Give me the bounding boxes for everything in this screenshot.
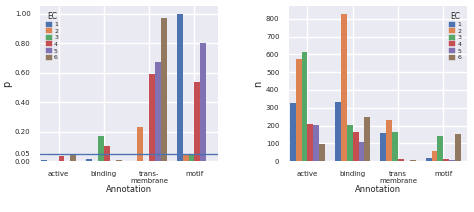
Bar bbox=[313, 125, 319, 161]
Bar bbox=[177, 14, 182, 161]
Bar bbox=[194, 82, 201, 161]
Bar bbox=[86, 159, 92, 161]
Bar bbox=[335, 102, 341, 161]
Y-axis label: n: n bbox=[253, 81, 263, 87]
Bar bbox=[64, 160, 70, 161]
X-axis label: Annotation: Annotation bbox=[106, 185, 152, 194]
Bar bbox=[398, 159, 404, 161]
Bar bbox=[70, 155, 76, 161]
Bar bbox=[392, 132, 398, 161]
Legend: 1, 2, 3, 4, 5, 6: 1, 2, 3, 4, 5, 6 bbox=[44, 10, 60, 62]
Bar bbox=[365, 117, 370, 161]
Bar bbox=[59, 156, 64, 161]
Bar bbox=[161, 18, 167, 161]
Bar bbox=[410, 160, 416, 161]
Bar bbox=[455, 134, 461, 161]
Bar bbox=[98, 136, 104, 161]
Bar bbox=[443, 159, 449, 161]
Bar bbox=[380, 133, 386, 161]
Bar bbox=[449, 160, 455, 161]
Bar bbox=[426, 158, 431, 161]
Bar bbox=[386, 120, 392, 161]
Bar bbox=[353, 132, 359, 161]
Bar bbox=[189, 155, 194, 161]
Bar bbox=[41, 160, 47, 161]
Bar bbox=[47, 160, 53, 161]
Legend: 1, 2, 3, 4, 5, 6: 1, 2, 3, 4, 5, 6 bbox=[447, 10, 464, 62]
Y-axis label: p: p bbox=[2, 81, 12, 87]
Bar bbox=[143, 160, 149, 161]
Bar bbox=[290, 103, 296, 161]
Bar bbox=[308, 124, 313, 161]
Bar bbox=[301, 52, 308, 161]
Bar bbox=[116, 160, 121, 161]
Bar bbox=[149, 74, 155, 161]
Bar bbox=[182, 154, 189, 161]
Bar bbox=[110, 160, 116, 161]
Bar bbox=[319, 144, 325, 161]
Bar bbox=[438, 136, 443, 161]
Bar bbox=[137, 127, 143, 161]
Bar bbox=[155, 62, 161, 161]
Bar bbox=[359, 142, 365, 161]
Bar bbox=[92, 160, 98, 161]
Bar bbox=[201, 43, 206, 161]
X-axis label: Annotation: Annotation bbox=[355, 185, 401, 194]
Bar bbox=[296, 59, 301, 161]
Bar bbox=[341, 14, 347, 161]
Bar bbox=[431, 151, 438, 161]
Bar bbox=[131, 160, 137, 161]
Bar bbox=[347, 125, 353, 161]
Bar bbox=[53, 160, 59, 161]
Bar bbox=[206, 160, 212, 161]
Bar bbox=[104, 146, 110, 161]
